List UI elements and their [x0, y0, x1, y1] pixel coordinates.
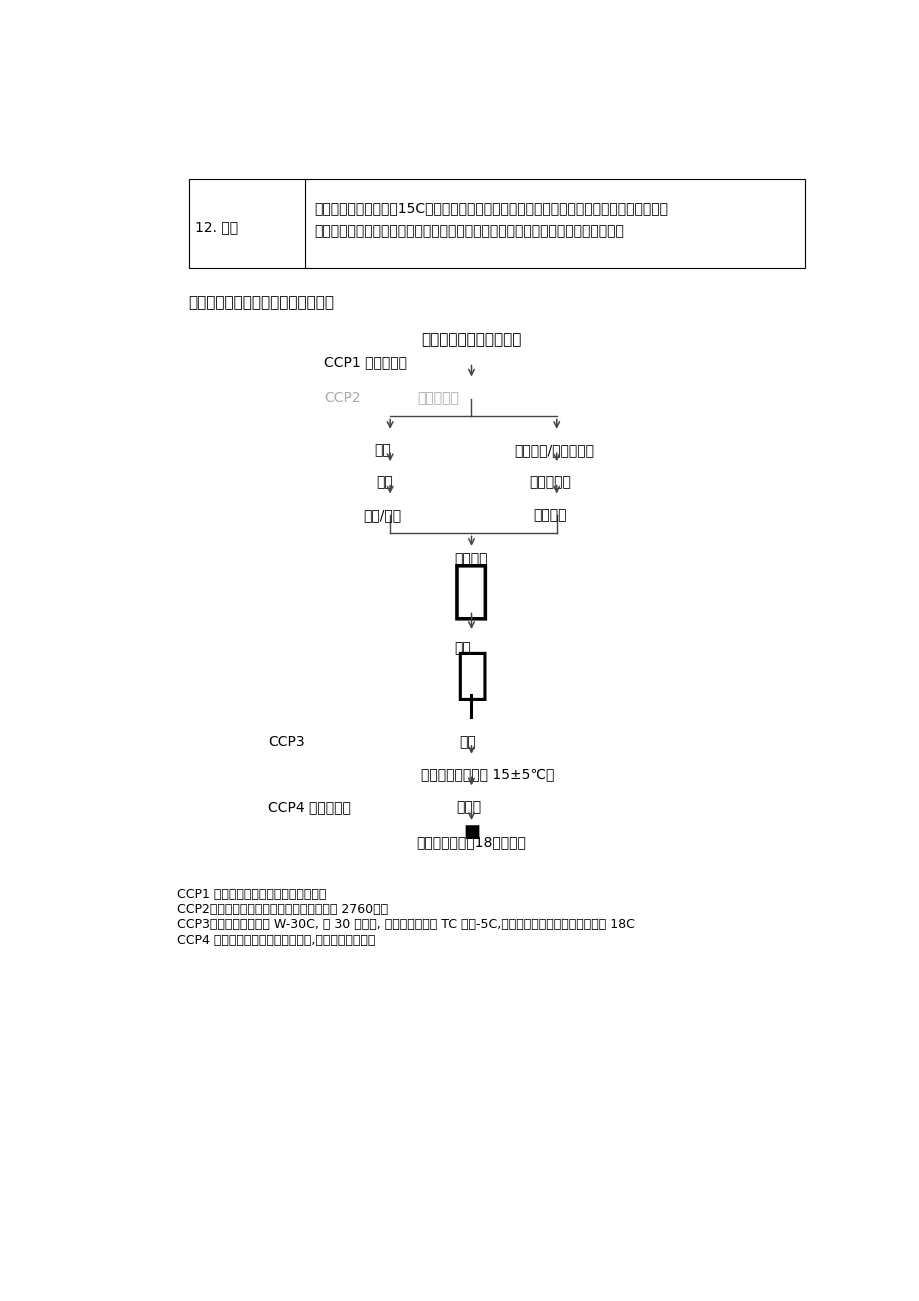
Text: 单出货，遵循先进先出出货。装车期间轻拿轻放避免损坏。随车出具出厂检验报告。: 单出货，遵循先进先出出货。装车期间轻拿轻放避免损坏。随车出具出厂检验报告。 [313, 224, 623, 238]
Text: 包解成型: 包解成型 [454, 552, 488, 566]
Text: 肉、菜类/清洗、切配: 肉、菜类/清洗、切配 [514, 444, 594, 458]
Bar [188, 180, 804, 268]
Text: 漂汤、炒制: 漂汤、炒制 [529, 476, 571, 489]
Text: 12. 发货: 12. 发货 [195, 220, 238, 234]
Text: CCP4 金属采测仪: CCP4 金属采测仪 [268, 800, 351, 814]
Text: 速声: 速声 [459, 735, 475, 749]
Text: 运输车厢内温度达到－15C以下。车厢内干净卫生，不得运输不同卫生要求的产品。按销售订: 运输车厢内温度达到－15C以下。车厢内干净卫生，不得运输不同卫生要求的产品。按销… [313, 200, 667, 215]
Text: 二、速冻面米制品（包子）操作规程: 二、速冻面米制品（包子）操作规程 [188, 295, 335, 310]
Text: 面粉: 面粉 [374, 444, 391, 458]
Text: 制皮/面团: 制皮/面团 [363, 507, 401, 522]
Text: 入成品冷库（－18七以下）: 入成品冷库（－18七以下） [416, 835, 526, 850]
Text: CCP4 金检：产品过金属探测仪检测,防止金属异物残留: CCP4 金检：产品过金属探测仪检测,防止金属异物残留 [176, 934, 375, 947]
Text: 配（投）料: 配（投）料 [417, 392, 459, 405]
Text: 冷却: 冷却 [453, 641, 470, 656]
Text: CCP3速冻：速冻库温度 W-30C, 在 30 分钟内, 食品中心温度从 TC 降到-5C,速冻后的食品中心温度必须达到 18C: CCP3速冻：速冻库温度 W-30C, 在 30 分钟内, 食品中心温度从 TC… [176, 919, 634, 932]
Text: 内，装（温度控制 15±5℃）: 内，装（温度控制 15±5℃） [421, 766, 554, 781]
Text: 馅料搅拌: 馅料搅拌 [533, 507, 566, 522]
Text: CCP2: CCP2 [323, 392, 360, 405]
Text: CCP3: CCP3 [268, 735, 305, 749]
Text: CCP1 原辅料验收：按原料验收制度执行: CCP1 原辅料验收：按原料验收制度执行 [176, 887, 326, 900]
Text: 速冻（包子）工艺流程图: 速冻（包子）工艺流程图 [421, 332, 521, 346]
Text: 搅拌: 搅拌 [376, 476, 392, 489]
Text: CCP1 原辅料验收: CCP1 原辅料验收 [323, 355, 407, 368]
Text: 鑫: 鑫 [454, 649, 488, 703]
Text: CCP2配料：按配（投）料表要求，添加剂按 2760执行: CCP2配料：按配（投）料表要求，添加剂按 2760执行 [176, 903, 388, 916]
Text: 外为装: 外为装 [456, 800, 481, 814]
Text: ■: ■ [462, 824, 480, 840]
Text: 阵: 阵 [452, 559, 490, 622]
